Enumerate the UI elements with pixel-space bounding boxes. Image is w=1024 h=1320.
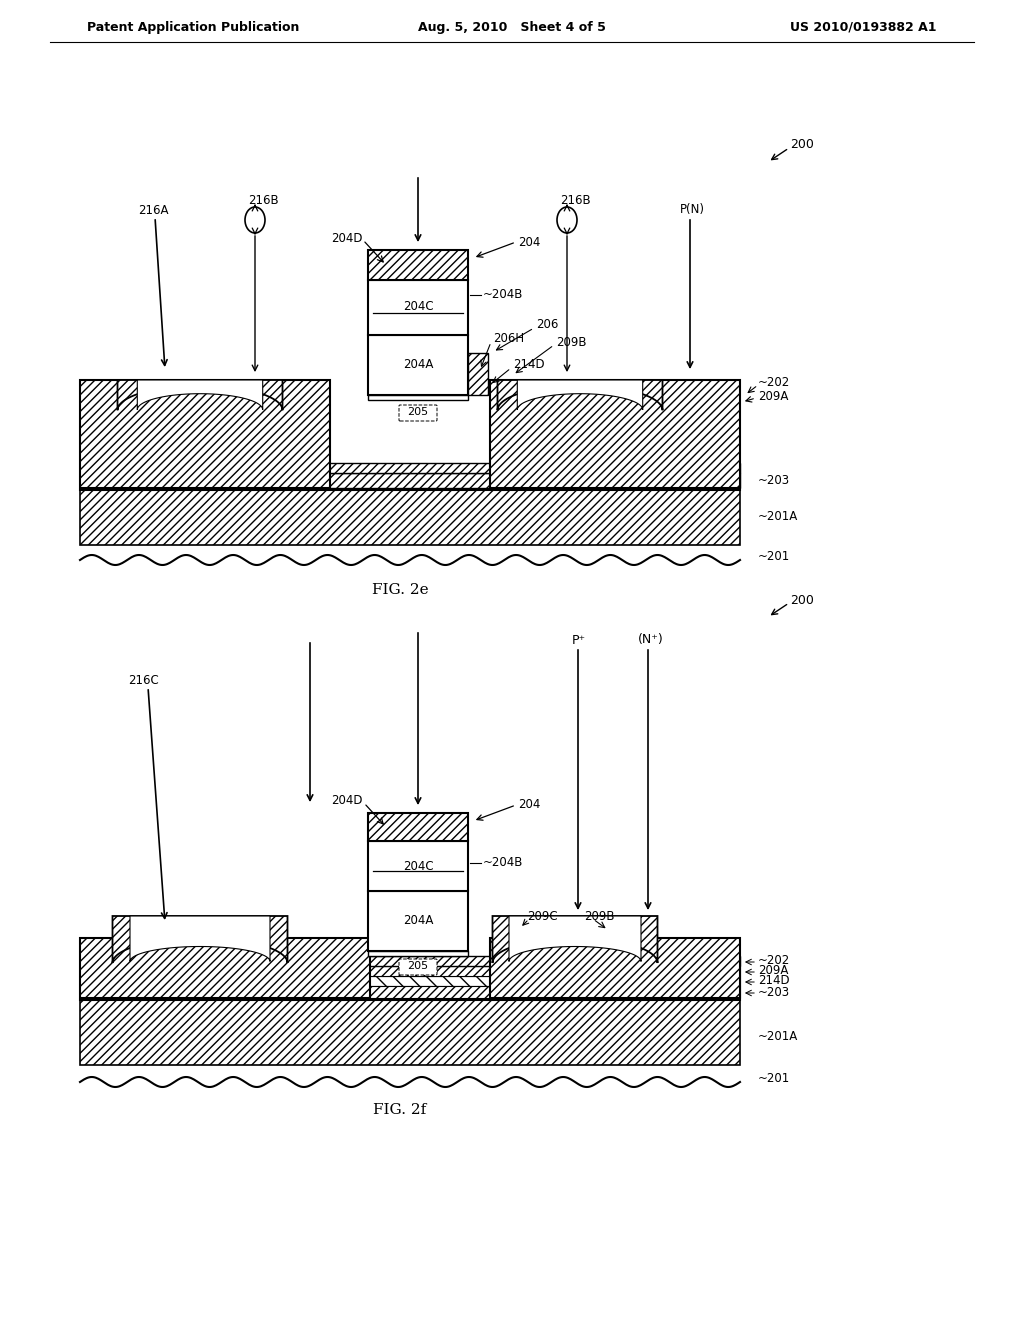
Text: 209A: 209A xyxy=(758,389,788,403)
Text: 206: 206 xyxy=(536,318,558,331)
Text: 216B: 216B xyxy=(248,194,279,206)
Bar xyxy=(368,280,468,335)
Text: 205: 205 xyxy=(408,407,429,417)
Ellipse shape xyxy=(245,207,265,234)
Text: ~202: ~202 xyxy=(758,954,791,968)
Ellipse shape xyxy=(557,207,577,234)
Text: 204A: 204A xyxy=(402,915,433,928)
Text: 204C: 204C xyxy=(402,859,433,873)
Text: US 2010/0193882 A1: US 2010/0193882 A1 xyxy=(791,21,937,33)
Text: 200: 200 xyxy=(790,594,814,606)
Text: 209B: 209B xyxy=(556,335,587,348)
Text: 214D: 214D xyxy=(758,974,790,987)
Text: 204D: 204D xyxy=(332,231,362,244)
Text: ~201A: ~201A xyxy=(758,1031,799,1044)
Polygon shape xyxy=(509,916,641,961)
Bar xyxy=(80,956,740,966)
Text: ~202: ~202 xyxy=(758,375,791,388)
Polygon shape xyxy=(118,380,283,411)
Bar xyxy=(80,490,740,545)
Text: 204D: 204D xyxy=(332,795,362,808)
Text: ~203: ~203 xyxy=(758,474,791,487)
Polygon shape xyxy=(137,380,263,409)
Text: 204: 204 xyxy=(518,235,541,248)
Bar xyxy=(80,966,740,975)
FancyBboxPatch shape xyxy=(399,960,437,975)
Text: ~201A: ~201A xyxy=(758,511,799,524)
Bar xyxy=(80,1001,740,1065)
Text: 216C: 216C xyxy=(128,673,159,686)
Bar xyxy=(80,380,330,488)
Polygon shape xyxy=(130,916,270,961)
Bar xyxy=(368,335,468,395)
Text: 209A: 209A xyxy=(758,965,788,978)
Text: FIG. 2f: FIG. 2f xyxy=(374,1104,427,1117)
Text: 205: 205 xyxy=(408,961,429,972)
Text: P⁺: P⁺ xyxy=(572,634,586,647)
Bar xyxy=(80,986,740,998)
Text: ~203: ~203 xyxy=(758,986,791,998)
Bar xyxy=(368,841,468,891)
Text: P(N): P(N) xyxy=(680,203,705,216)
Text: (N⁺): (N⁺) xyxy=(638,634,664,647)
Polygon shape xyxy=(498,380,663,411)
Text: 200: 200 xyxy=(790,139,814,152)
Text: 216B: 216B xyxy=(560,194,591,206)
Text: 204: 204 xyxy=(518,799,541,812)
Polygon shape xyxy=(493,916,657,964)
Bar xyxy=(468,352,488,395)
Bar xyxy=(80,463,740,473)
Bar xyxy=(80,473,740,488)
Bar xyxy=(368,891,468,950)
Text: 209B: 209B xyxy=(584,909,614,923)
Text: ~204B: ~204B xyxy=(483,857,523,870)
Text: 206H: 206H xyxy=(493,331,524,345)
Bar xyxy=(80,939,370,998)
Text: Patent Application Publication: Patent Application Publication xyxy=(87,21,299,33)
Bar xyxy=(368,395,468,400)
Bar xyxy=(490,380,740,488)
Text: 209C: 209C xyxy=(527,909,558,923)
Polygon shape xyxy=(517,380,643,409)
Bar xyxy=(80,975,740,986)
Text: 214D: 214D xyxy=(513,359,545,371)
Text: 216A: 216A xyxy=(138,203,169,216)
Text: ~204B: ~204B xyxy=(483,289,523,301)
Bar xyxy=(368,813,468,841)
Text: ~201: ~201 xyxy=(758,550,791,564)
Text: Aug. 5, 2010   Sheet 4 of 5: Aug. 5, 2010 Sheet 4 of 5 xyxy=(418,21,606,33)
Bar xyxy=(490,939,740,998)
FancyBboxPatch shape xyxy=(399,405,437,421)
Polygon shape xyxy=(113,916,288,964)
Text: ~201: ~201 xyxy=(758,1072,791,1085)
Bar xyxy=(368,249,468,280)
Text: FIG. 2e: FIG. 2e xyxy=(372,583,428,597)
Text: 204C: 204C xyxy=(402,301,433,314)
Bar xyxy=(368,950,468,956)
Text: 204A: 204A xyxy=(402,359,433,371)
